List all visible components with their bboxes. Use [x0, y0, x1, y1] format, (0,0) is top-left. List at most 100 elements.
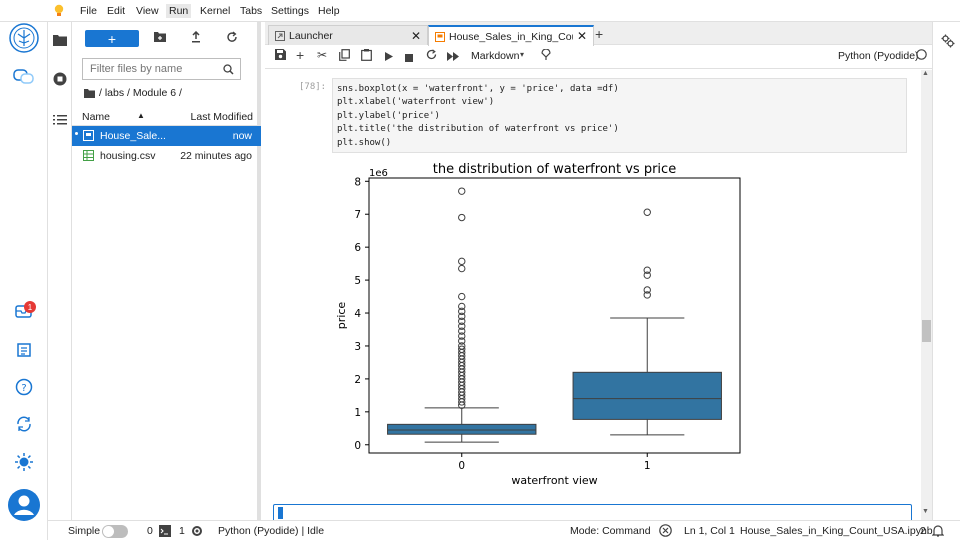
lightbulb-icon[interactable]	[54, 4, 64, 17]
scroll-down-icon[interactable]: ▼	[922, 508, 929, 515]
file-row-notebook[interactable]: House_Sale... now	[72, 126, 261, 146]
breadcrumb[interactable]: / labs / Module 6 /	[84, 87, 182, 99]
menu-view[interactable]: View	[136, 5, 159, 17]
help-icon[interactable]: ?	[15, 378, 33, 396]
cell-prompt: [78]:	[299, 82, 327, 92]
main-area: Launcher ✕ House_Sales_in_King_Count_ ✕ …	[265, 22, 932, 520]
security-icon[interactable]	[659, 524, 672, 540]
tab-notebook[interactable]: House_Sales_in_King_Count_ ✕	[428, 25, 594, 46]
name-column-header[interactable]: Name	[82, 111, 111, 123]
kernel-name[interactable]: Python (Pyodide)	[838, 50, 919, 62]
file-name: House_Sale...	[100, 130, 166, 142]
kernels-count[interactable]: 1	[179, 525, 185, 537]
simple-mode-label: Simple	[68, 525, 101, 537]
new-folder-icon[interactable]	[154, 32, 166, 42]
outlier-point	[458, 401, 466, 409]
menu-edit[interactable]: Edit	[107, 5, 126, 17]
close-tab-icon[interactable]: ✕	[576, 29, 587, 43]
code-line: plt.title('the distribution of waterfron…	[337, 124, 619, 135]
scrollbar-thumb[interactable]	[922, 320, 931, 342]
notification-count[interactable]: 2	[920, 525, 926, 537]
breadcrumb-path[interactable]: / labs / Module 6 /	[99, 87, 182, 99]
active-cell-marker	[278, 507, 283, 519]
kernel-status-icon	[916, 49, 927, 63]
menu-run[interactable]: Run	[166, 4, 192, 18]
menu-help[interactable]: Help	[318, 5, 340, 17]
code-line: plt.show()	[337, 137, 392, 148]
sort-ascending-icon: ▲	[137, 111, 145, 120]
y-tick-label: 5	[354, 275, 361, 287]
code-cell[interactable]: sns.boxplot(x = 'waterfront', y = 'price…	[332, 78, 907, 153]
code-line: plt.ylabel('price')	[337, 110, 440, 121]
property-inspector-icon[interactable]	[941, 34, 955, 48]
modified-dot	[75, 132, 78, 135]
chevron-down-icon[interactable]: ▾	[520, 50, 525, 59]
refresh-icon[interactable]	[226, 31, 238, 43]
filter-files-field[interactable]	[90, 63, 220, 75]
menu-settings[interactable]: Settings	[271, 5, 309, 17]
restart-icon[interactable]	[426, 49, 437, 63]
close-tab-icon[interactable]: ✕	[410, 29, 421, 43]
y-tick-label: 4	[354, 308, 361, 320]
kernel-gear-icon[interactable]	[191, 525, 203, 540]
tab-bar: Launcher ✕ House_Sales_in_King_Count_ ✕ …	[265, 22, 932, 46]
scroll-up-icon[interactable]: ▲	[922, 70, 929, 77]
y-tick-label: 0	[354, 440, 361, 452]
new-launcher-button[interactable]: +	[85, 30, 139, 47]
outlier-point	[643, 208, 651, 216]
menu-kernel[interactable]: Kernel	[200, 5, 231, 17]
last-modified-column-header[interactable]: Last Modified	[190, 111, 253, 123]
filter-files-input[interactable]	[82, 58, 241, 80]
mode-indicator: Mode: Command	[570, 525, 651, 537]
outlier-point	[458, 302, 466, 311]
jupyterlite-logo-icon	[8, 22, 40, 54]
notebook-panel[interactable]: [78]: sns.boxplot(x = 'waterfront', y = …	[265, 70, 922, 520]
outlier-point	[458, 264, 466, 273]
bell-icon[interactable]	[931, 524, 945, 540]
cut-icon[interactable]: ✂	[317, 48, 328, 62]
stop-icon[interactable]	[405, 51, 413, 65]
debug-icon[interactable]	[541, 48, 551, 64]
next-cell[interactable]	[273, 504, 912, 520]
box	[572, 371, 722, 420]
running-kernels-icon[interactable]	[53, 72, 67, 86]
x-axis-label: waterfront view	[511, 474, 597, 487]
user-avatar-icon[interactable]	[7, 488, 41, 522]
kernel-status[interactable]: Python (Pyodide) | Idle	[218, 525, 325, 537]
save-icon[interactable]	[275, 49, 286, 63]
outlier-point	[458, 332, 466, 340]
tab-launcher[interactable]: Launcher ✕	[268, 25, 428, 45]
sync-icon[interactable]	[15, 415, 33, 433]
run-all-icon[interactable]	[447, 50, 459, 64]
file-row-csv[interactable]: housing.csv 22 minutes ago	[72, 146, 261, 166]
document-icon[interactable]	[16, 342, 32, 358]
y-tick-label: 2	[354, 374, 361, 386]
new-tab-icon[interactable]: +	[595, 26, 604, 42]
file-modified: 22 minutes ago	[180, 150, 252, 162]
run-icon[interactable]	[385, 50, 393, 64]
insert-cell-icon[interactable]: +	[296, 47, 305, 63]
file-name-status: House_Sales_in_King_Count_USA.ipynb	[740, 525, 933, 537]
menu-tabs[interactable]: Tabs	[240, 5, 263, 17]
chat-icon[interactable]	[13, 68, 35, 86]
simple-mode-toggle[interactable]	[102, 525, 128, 538]
terminal-icon[interactable]	[159, 525, 171, 540]
menu-file[interactable]: File	[80, 5, 97, 17]
terminals-count[interactable]: 0	[147, 525, 153, 537]
x-tick-label: 1	[644, 460, 651, 472]
notebook-scrollbar[interactable]: ▲ ▼	[921, 70, 932, 520]
theme-icon[interactable]	[14, 452, 34, 472]
copy-icon[interactable]	[339, 49, 350, 64]
tab-label: Launcher	[289, 29, 333, 42]
menu-bar: File Edit View Run Kernel Tabs Settings …	[0, 0, 960, 22]
launcher-icon	[275, 30, 285, 41]
outlier-point	[458, 398, 466, 406]
paste-icon[interactable]	[361, 49, 372, 64]
table-of-contents-icon[interactable]	[53, 114, 67, 126]
folder-icon[interactable]	[53, 34, 67, 46]
toggle-knob	[103, 526, 114, 537]
outlier-point	[458, 337, 466, 345]
cell-type-select[interactable]: Markdown	[471, 50, 520, 62]
upload-icon[interactable]	[191, 31, 201, 43]
cursor-position[interactable]: Ln 1, Col 1	[684, 525, 735, 537]
